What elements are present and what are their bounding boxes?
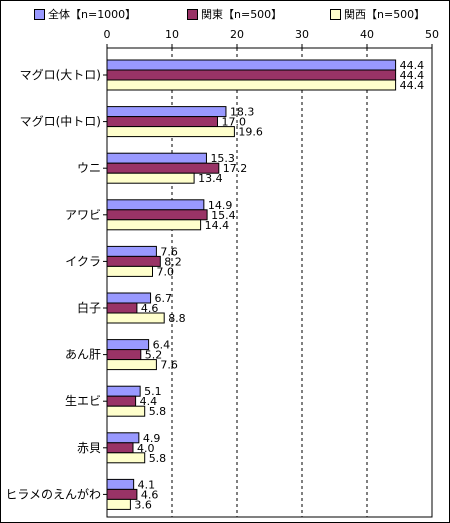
data-label: 3.6 xyxy=(134,498,152,511)
legend-item-kansai: 関西【n=500】 xyxy=(330,6,425,22)
data-label: 14.9 xyxy=(208,199,233,212)
data-label: 7.6 xyxy=(160,359,178,372)
x-tick-label: 10 xyxy=(165,28,179,41)
legend-label-all: 全体【n=1000】 xyxy=(48,8,137,21)
data-label: 14.4 xyxy=(205,219,230,232)
category-label: マグロ(中トロ) xyxy=(20,114,101,129)
bar xyxy=(106,302,138,314)
legend-item-kanto: 関東【n=500】 xyxy=(187,6,282,22)
data-label: 4.6 xyxy=(141,488,159,501)
data-label: 5.2 xyxy=(145,349,163,362)
legend-swatch-all xyxy=(34,8,45,20)
data-label: 4.9 xyxy=(143,432,161,445)
data-label: 44.4 xyxy=(400,69,425,82)
x-tick-label: 50 xyxy=(425,28,439,41)
data-label: 5.8 xyxy=(149,405,167,418)
bar xyxy=(106,219,202,231)
bar xyxy=(106,452,146,464)
bar xyxy=(106,59,397,71)
data-label: 44.4 xyxy=(400,59,425,72)
data-label: 6.7 xyxy=(155,292,173,305)
data-label: 13.4 xyxy=(198,172,223,185)
bar xyxy=(106,265,153,277)
x-tick-label: 30 xyxy=(295,28,309,41)
bar xyxy=(106,209,208,221)
bar xyxy=(106,312,165,324)
legend-label-kanto: 関東【n=500】 xyxy=(201,8,283,21)
data-label: 4.4 xyxy=(140,395,158,408)
category-label: イクラ xyxy=(65,254,101,268)
category-label: 白子 xyxy=(77,300,101,315)
category-label: 生エビ xyxy=(65,394,101,408)
bar xyxy=(106,126,235,138)
category-label: マグロ(大トロ) xyxy=(20,68,101,82)
bar xyxy=(106,478,135,490)
bar xyxy=(106,116,218,128)
data-label: 17.0 xyxy=(222,116,247,129)
bar xyxy=(106,385,141,397)
bar xyxy=(106,488,138,500)
data-label: 6.4 xyxy=(153,339,171,352)
bar xyxy=(106,339,150,351)
bar xyxy=(106,245,157,257)
category-label: ヒラメのえんがわ xyxy=(5,486,101,501)
legend-swatch-kanto xyxy=(187,8,198,20)
bar xyxy=(106,432,140,444)
bar xyxy=(106,255,161,267)
bar xyxy=(106,359,157,371)
x-tick-label: 20 xyxy=(230,28,244,41)
legend-label-kansai: 関西【n=500】 xyxy=(344,8,426,21)
x-tick-label: 0 xyxy=(104,28,111,41)
category-label: ウニ xyxy=(77,161,101,175)
bar xyxy=(106,498,131,510)
category-label: アワビ xyxy=(65,208,101,222)
data-label: 15.4 xyxy=(211,209,236,222)
data-label: 7.6 xyxy=(160,245,178,258)
bar xyxy=(106,172,195,184)
x-tick-label: 40 xyxy=(360,28,374,41)
legend-item-all: 全体【n=1000】 xyxy=(34,6,136,22)
bar xyxy=(106,442,134,454)
data-label: 5.8 xyxy=(149,452,167,465)
bar xyxy=(106,152,207,164)
bar xyxy=(106,349,142,361)
data-label: 19.6 xyxy=(238,126,263,139)
data-label: 7.0 xyxy=(157,265,175,278)
data-label: 44.4 xyxy=(400,79,425,92)
data-label: 8.2 xyxy=(164,255,182,268)
bar xyxy=(106,79,397,91)
data-label: 4.0 xyxy=(137,442,155,455)
data-label: 4.6 xyxy=(141,302,159,315)
legend-swatch-kansai xyxy=(330,8,341,20)
bar xyxy=(106,106,227,118)
category-label: 赤貝 xyxy=(77,441,101,455)
bar xyxy=(106,395,137,407)
data-label: 17.2 xyxy=(223,162,248,175)
bar xyxy=(106,69,397,81)
bar xyxy=(106,405,146,417)
bar xyxy=(106,199,205,211)
data-label: 8.8 xyxy=(168,312,186,325)
data-label: 4.1 xyxy=(138,478,156,491)
data-label: 15.3 xyxy=(210,152,235,165)
data-label: 18.3 xyxy=(230,106,255,119)
category-label: あん肝 xyxy=(65,348,101,362)
data-label: 5.1 xyxy=(144,385,162,398)
